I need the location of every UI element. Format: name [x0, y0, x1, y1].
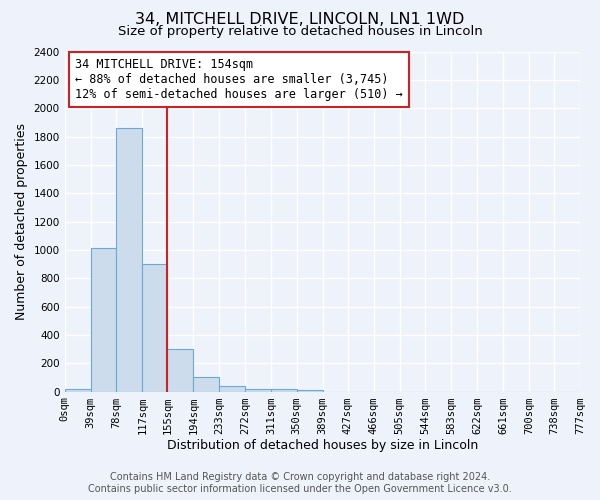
- Bar: [65, 388, 91, 392]
- Y-axis label: Number of detached properties: Number of detached properties: [15, 123, 28, 320]
- Bar: [245, 388, 271, 392]
- Bar: [116, 128, 142, 392]
- Bar: [271, 390, 297, 392]
- Text: Size of property relative to detached houses in Lincoln: Size of property relative to detached ho…: [118, 25, 482, 38]
- Bar: [219, 386, 245, 392]
- X-axis label: Distribution of detached houses by size in Lincoln: Distribution of detached houses by size …: [167, 440, 478, 452]
- Bar: [142, 264, 167, 392]
- Text: Contains HM Land Registry data © Crown copyright and database right 2024.
Contai: Contains HM Land Registry data © Crown c…: [88, 472, 512, 494]
- Text: 34, MITCHELL DRIVE, LINCOLN, LN1 1WD: 34, MITCHELL DRIVE, LINCOLN, LN1 1WD: [136, 12, 464, 28]
- Text: 34 MITCHELL DRIVE: 154sqm
← 88% of detached houses are smaller (3,745)
12% of se: 34 MITCHELL DRIVE: 154sqm ← 88% of detac…: [75, 58, 403, 102]
- Bar: [167, 349, 193, 392]
- Bar: [297, 390, 323, 392]
- Bar: [193, 378, 219, 392]
- Bar: [91, 248, 116, 392]
